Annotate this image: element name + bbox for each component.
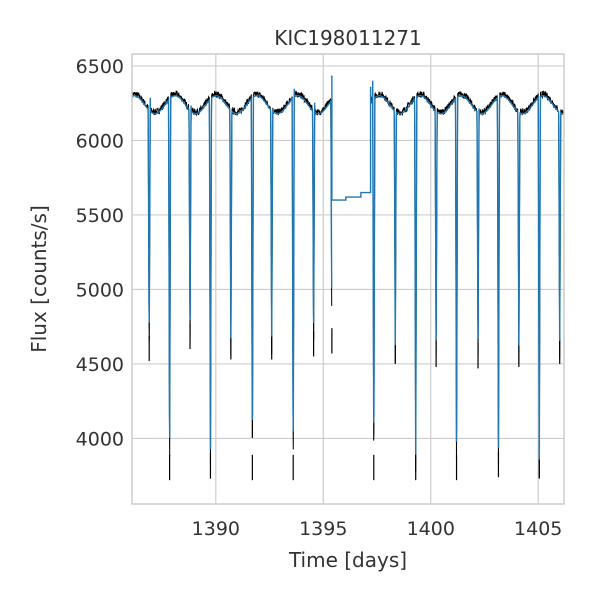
grid: [132, 54, 564, 504]
y-axis-ticks: 4000 4500 5000 5500 6000 6500: [76, 56, 124, 451]
chart-title: KIC198011271: [274, 26, 422, 50]
x-tick-label: 1400: [407, 518, 455, 540]
y-tick-label: 6000: [76, 130, 124, 152]
y-tick-label: 5000: [76, 279, 124, 301]
data-gap-step-line: [330, 75, 372, 201]
y-tick-label: 6500: [76, 56, 124, 78]
y-tick-label: 5500: [76, 205, 124, 227]
plot-frame: [131, 53, 565, 505]
y-axis-label: Flux [counts/s]: [27, 205, 51, 353]
y-tick-label: 4500: [76, 354, 124, 376]
model-flux-series: [131, 75, 565, 460]
model-flux-line: [131, 80, 565, 460]
x-tick-label: 1405: [514, 518, 562, 540]
x-tick-label: 1390: [192, 518, 240, 540]
x-tick-label: 1395: [299, 518, 347, 540]
y-tick-label: 4000: [76, 428, 124, 450]
x-axis-label: Time [days]: [288, 548, 407, 572]
x-axis-ticks: 1390 1395 1400 1405: [192, 518, 563, 540]
plot-background: [132, 54, 564, 504]
